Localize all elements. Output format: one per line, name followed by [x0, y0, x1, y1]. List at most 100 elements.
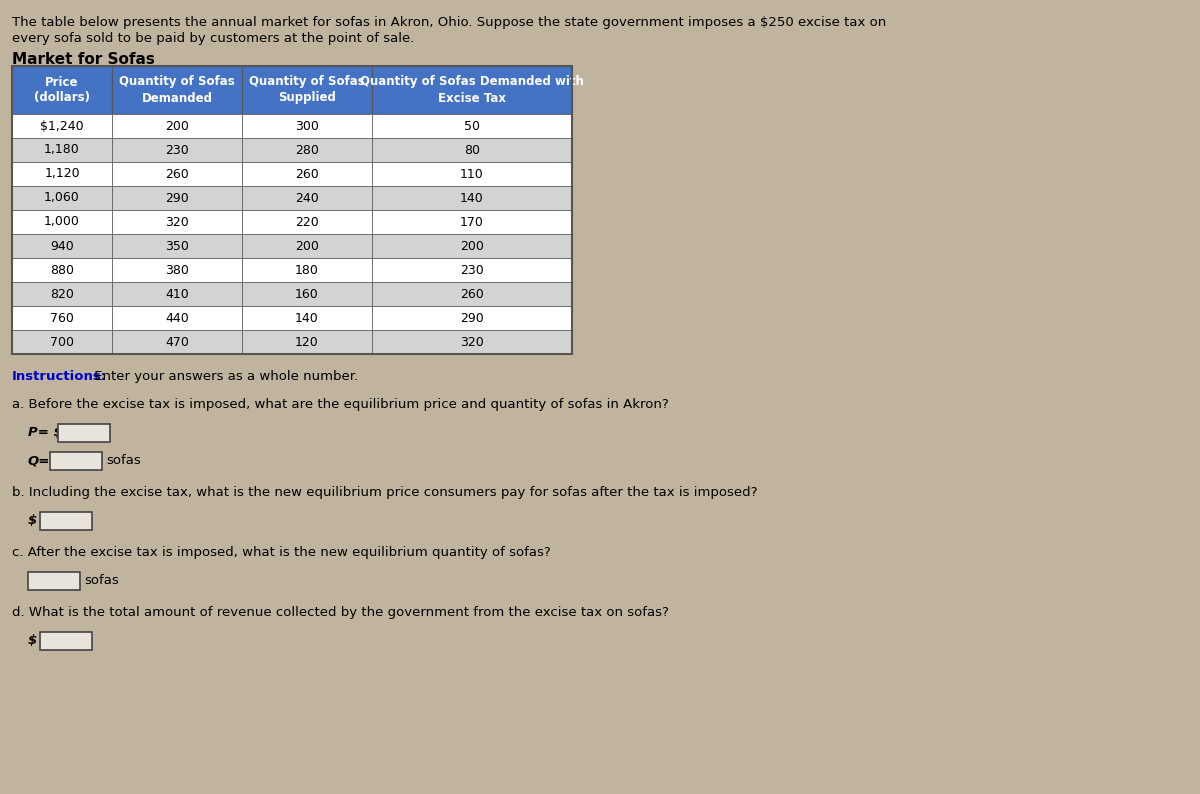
- Text: 1,180: 1,180: [44, 144, 80, 156]
- Bar: [12, 138, 112, 162]
- Text: 440: 440: [166, 311, 188, 325]
- Text: $: $: [28, 634, 37, 647]
- Bar: [372, 306, 572, 330]
- Bar: [12, 330, 112, 354]
- Bar: [372, 114, 572, 138]
- Text: Instructions:: Instructions:: [12, 370, 107, 383]
- Text: P= $: P= $: [28, 426, 62, 439]
- Text: 200: 200: [295, 240, 319, 252]
- Bar: [242, 210, 372, 234]
- Text: 290: 290: [460, 311, 484, 325]
- Text: 290: 290: [166, 191, 188, 205]
- Text: 820: 820: [50, 287, 74, 300]
- Bar: [12, 258, 112, 282]
- Bar: [12, 66, 572, 354]
- Bar: [372, 258, 572, 282]
- Text: b. Including the excise tax, what is the new equilibrium price consumers pay for: b. Including the excise tax, what is the…: [12, 486, 757, 499]
- Text: 700: 700: [50, 336, 74, 349]
- Bar: [40, 632, 92, 650]
- Text: Quantity of Sofas Demanded with
Excise Tax: Quantity of Sofas Demanded with Excise T…: [360, 75, 584, 105]
- Bar: [50, 452, 102, 470]
- Text: d. What is the total amount of revenue collected by the government from the exci: d. What is the total amount of revenue c…: [12, 606, 668, 619]
- Bar: [112, 114, 242, 138]
- Bar: [242, 138, 372, 162]
- Bar: [12, 162, 112, 186]
- Text: $: $: [28, 514, 37, 527]
- Text: Price
(dollars): Price (dollars): [34, 75, 90, 105]
- Text: 880: 880: [50, 264, 74, 276]
- Bar: [112, 186, 242, 210]
- Bar: [112, 234, 242, 258]
- Bar: [372, 186, 572, 210]
- Text: 160: 160: [295, 287, 319, 300]
- Bar: [112, 138, 242, 162]
- Text: 50: 50: [464, 120, 480, 133]
- Text: 80: 80: [464, 144, 480, 156]
- Text: 140: 140: [295, 311, 319, 325]
- Text: Market for Sofas: Market for Sofas: [12, 52, 155, 67]
- Text: 410: 410: [166, 287, 188, 300]
- Bar: [242, 330, 372, 354]
- Bar: [242, 258, 372, 282]
- Bar: [242, 234, 372, 258]
- Bar: [112, 210, 242, 234]
- Text: 940: 940: [50, 240, 74, 252]
- Bar: [112, 258, 242, 282]
- Text: 760: 760: [50, 311, 74, 325]
- Text: 1,060: 1,060: [44, 191, 80, 205]
- Text: 120: 120: [295, 336, 319, 349]
- Text: sofas: sofas: [84, 574, 119, 587]
- Bar: [372, 66, 572, 114]
- Bar: [12, 306, 112, 330]
- Bar: [112, 282, 242, 306]
- Bar: [372, 162, 572, 186]
- Bar: [112, 66, 242, 114]
- Bar: [242, 282, 372, 306]
- Text: 320: 320: [166, 215, 188, 229]
- Bar: [12, 282, 112, 306]
- Bar: [112, 330, 242, 354]
- Text: 260: 260: [295, 168, 319, 180]
- Text: Q=: Q=: [28, 454, 50, 467]
- Text: 350: 350: [166, 240, 188, 252]
- Text: a. Before the excise tax is imposed, what are the equilibrium price and quantity: a. Before the excise tax is imposed, wha…: [12, 398, 668, 411]
- Bar: [372, 330, 572, 354]
- Bar: [372, 138, 572, 162]
- Bar: [372, 210, 572, 234]
- Bar: [12, 210, 112, 234]
- Text: c. After the excise tax is imposed, what is the new equilibrium quantity of sofa: c. After the excise tax is imposed, what…: [12, 546, 551, 559]
- Text: 230: 230: [460, 264, 484, 276]
- Text: 200: 200: [460, 240, 484, 252]
- Text: 300: 300: [295, 120, 319, 133]
- Text: 1,120: 1,120: [44, 168, 80, 180]
- Text: 380: 380: [166, 264, 188, 276]
- Bar: [28, 572, 80, 590]
- Text: 140: 140: [460, 191, 484, 205]
- Text: Quantity of Sofas
Supplied: Quantity of Sofas Supplied: [250, 75, 365, 105]
- Bar: [12, 66, 112, 114]
- Text: sofas: sofas: [106, 454, 140, 467]
- Bar: [242, 66, 372, 114]
- Bar: [112, 306, 242, 330]
- Bar: [372, 234, 572, 258]
- Bar: [40, 512, 92, 530]
- Text: The table below presents the annual market for sofas in Akron, Ohio. Suppose the: The table below presents the annual mark…: [12, 16, 887, 29]
- Text: $1,240: $1,240: [40, 120, 84, 133]
- Bar: [58, 424, 110, 442]
- Bar: [242, 306, 372, 330]
- Text: Quantity of Sofas
Demanded: Quantity of Sofas Demanded: [119, 75, 235, 105]
- Text: 240: 240: [295, 191, 319, 205]
- Bar: [12, 186, 112, 210]
- Bar: [242, 186, 372, 210]
- Bar: [372, 282, 572, 306]
- Text: 170: 170: [460, 215, 484, 229]
- Text: 260: 260: [460, 287, 484, 300]
- Text: 230: 230: [166, 144, 188, 156]
- Text: 280: 280: [295, 144, 319, 156]
- Bar: [242, 162, 372, 186]
- Text: Enter your answers as a whole number.: Enter your answers as a whole number.: [90, 370, 358, 383]
- Text: 220: 220: [295, 215, 319, 229]
- Text: 1,000: 1,000: [44, 215, 80, 229]
- Text: 200: 200: [166, 120, 188, 133]
- Text: 470: 470: [166, 336, 188, 349]
